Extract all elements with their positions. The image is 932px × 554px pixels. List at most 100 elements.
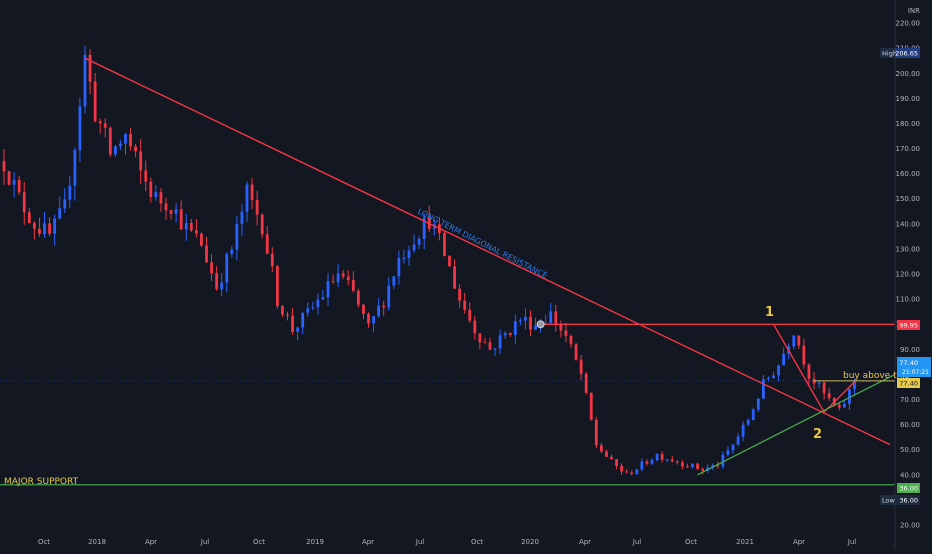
y-tick-label: 160.00 xyxy=(896,170,921,178)
x-tick-label: Apr xyxy=(145,538,157,546)
candle-body xyxy=(189,222,193,231)
candle-body xyxy=(518,320,522,322)
candle-body xyxy=(93,81,97,122)
candle-body xyxy=(32,223,36,229)
candle-body xyxy=(179,209,183,230)
candle-body xyxy=(615,459,618,466)
candle-body xyxy=(559,324,563,331)
x-tick-label: 2018 xyxy=(88,538,106,546)
x-tick-label: Jul xyxy=(415,538,425,546)
support-price: 36.00 xyxy=(899,485,918,493)
y-tick-label: 40.00 xyxy=(900,471,920,479)
candle-body xyxy=(78,106,82,151)
candle-body xyxy=(468,309,472,321)
candle-body xyxy=(554,311,558,325)
candle-body xyxy=(630,472,634,474)
candle-body xyxy=(382,305,386,308)
candle-body xyxy=(129,134,132,147)
candle-body xyxy=(701,468,705,471)
candle-body xyxy=(569,335,573,345)
rising-support-line xyxy=(697,373,896,476)
candle-body xyxy=(478,333,482,343)
candle-body xyxy=(488,342,492,350)
candle-body xyxy=(610,456,613,460)
candle-body xyxy=(797,335,801,346)
candle-body xyxy=(83,54,87,107)
candle-body xyxy=(686,466,689,468)
low-label: Low xyxy=(882,497,895,505)
candle-body xyxy=(58,208,62,219)
candle-body xyxy=(761,379,765,399)
candle-body xyxy=(210,262,213,274)
candle-body xyxy=(169,210,173,214)
y-tick-label: 130.00 xyxy=(896,245,921,253)
candle-body xyxy=(412,244,416,251)
candle-body xyxy=(696,463,699,469)
candle-body xyxy=(7,171,11,185)
last-time: 21:07:21 xyxy=(902,369,929,376)
candle-body xyxy=(164,203,168,211)
candle-body xyxy=(48,223,51,234)
candle-body xyxy=(53,218,57,234)
time-axis[interactable]: Oct 2018 Apr Jul Oct 2019 Apr Jul Oct 2020 Apr Jul O… xyxy=(38,538,856,546)
candle-body xyxy=(848,389,851,404)
candle-body xyxy=(741,424,745,437)
candle-body xyxy=(544,323,548,325)
candle-body xyxy=(154,192,158,198)
candle-body xyxy=(235,223,239,250)
candle-body xyxy=(691,463,694,467)
last-price: 77.40 xyxy=(899,359,918,367)
resistance-anchor-point xyxy=(536,320,545,329)
candle-body xyxy=(205,245,208,263)
candle-body xyxy=(301,312,305,328)
candle-body xyxy=(417,238,421,245)
candle-body xyxy=(463,300,467,310)
y-tick-label: 120.00 xyxy=(896,271,921,279)
candle-body xyxy=(27,212,31,224)
resistance-price: 99.95 xyxy=(899,322,918,330)
high-label: High xyxy=(882,50,897,58)
y-tick-label: 70.00 xyxy=(900,396,920,404)
candle-body xyxy=(625,471,629,473)
candle-body xyxy=(842,403,846,408)
x-tick-label: Oct xyxy=(685,538,697,546)
candle-body xyxy=(174,209,178,214)
candle-body xyxy=(220,282,224,290)
y-tick-label: 140.00 xyxy=(896,220,921,228)
candle-body xyxy=(802,345,806,365)
x-tick-label: Oct xyxy=(471,538,483,546)
candle-body xyxy=(270,253,274,267)
candle-body xyxy=(453,266,456,289)
y-tick-label: 190.00 xyxy=(896,95,921,103)
candle-body xyxy=(458,288,462,301)
candle-body xyxy=(260,214,264,235)
y-tick-label: 20.00 xyxy=(900,521,920,529)
candle-body xyxy=(200,233,203,246)
candle-body xyxy=(635,469,639,474)
candle-body xyxy=(134,146,138,152)
candle-body xyxy=(549,311,553,324)
candle-body xyxy=(119,143,122,147)
candle-body xyxy=(655,454,659,461)
candle-body xyxy=(275,266,279,307)
candle-body xyxy=(392,276,396,286)
y-tick-label: 50.00 xyxy=(900,446,920,454)
candle-body xyxy=(341,273,345,277)
candle-body xyxy=(402,258,406,260)
candle-body xyxy=(807,364,811,379)
candle-body xyxy=(726,450,730,455)
candle-body xyxy=(508,332,512,335)
x-tick-label: 2020 xyxy=(521,538,539,546)
candle-body xyxy=(711,465,715,468)
candle-body xyxy=(230,249,234,255)
last-price-tag: 77.40 21:07:21 xyxy=(897,357,931,377)
candle-body xyxy=(524,316,527,321)
candle-body xyxy=(680,462,684,467)
candle-body xyxy=(387,285,391,308)
candle-body xyxy=(286,314,289,316)
candle-body xyxy=(767,377,770,380)
x-tick-label: 2021 xyxy=(736,538,754,546)
candle-body xyxy=(38,228,41,235)
